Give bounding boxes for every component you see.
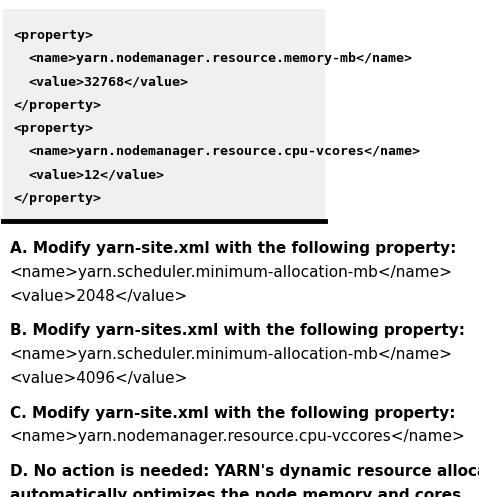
Text: <name>yarn.nodemanager.resource.memory-mb</name>: <name>yarn.nodemanager.resource.memory-m… xyxy=(28,52,412,65)
Text: <property>: <property> xyxy=(13,122,93,135)
Text: D. No action is needed: YARN's dynamic resource allocation: D. No action is needed: YARN's dynamic r… xyxy=(10,464,479,479)
Text: <property>: <property> xyxy=(13,29,93,42)
Text: automatically optimizes the node memory and cores: automatically optimizes the node memory … xyxy=(10,488,461,497)
Text: B. Modify yarn-sites.xml with the following property:: B. Modify yarn-sites.xml with the follow… xyxy=(10,324,465,338)
Text: </property>: </property> xyxy=(13,192,101,205)
Text: </property>: </property> xyxy=(13,99,101,112)
Text: <name>yarn.nodemanager.resource.cpu-vccores</name>: <name>yarn.nodemanager.resource.cpu-vcco… xyxy=(10,429,466,444)
Text: <name>yarn.nodemanager.resource.cpu-vcores</name>: <name>yarn.nodemanager.resource.cpu-vcor… xyxy=(28,146,420,159)
Text: C. Modify yarn-site.xml with the following property:: C. Modify yarn-site.xml with the followi… xyxy=(10,406,456,420)
Text: <value>2048</value>: <value>2048</value> xyxy=(10,289,188,304)
Text: <value>32768</value>: <value>32768</value> xyxy=(28,76,188,88)
Text: <name>yarn.scheduler.minimum-allocation-mb</name>: <name>yarn.scheduler.minimum-allocation-… xyxy=(10,265,453,280)
Text: A. Modify yarn-site.xml with the following property:: A. Modify yarn-site.xml with the followi… xyxy=(10,241,456,256)
Text: <value>4096</value>: <value>4096</value> xyxy=(10,371,188,386)
Text: <name>yarn.scheduler.minimum-allocation-mb</name>: <name>yarn.scheduler.minimum-allocation-… xyxy=(10,347,453,362)
Text: <value>12</value>: <value>12</value> xyxy=(28,169,164,182)
FancyBboxPatch shape xyxy=(3,9,325,219)
